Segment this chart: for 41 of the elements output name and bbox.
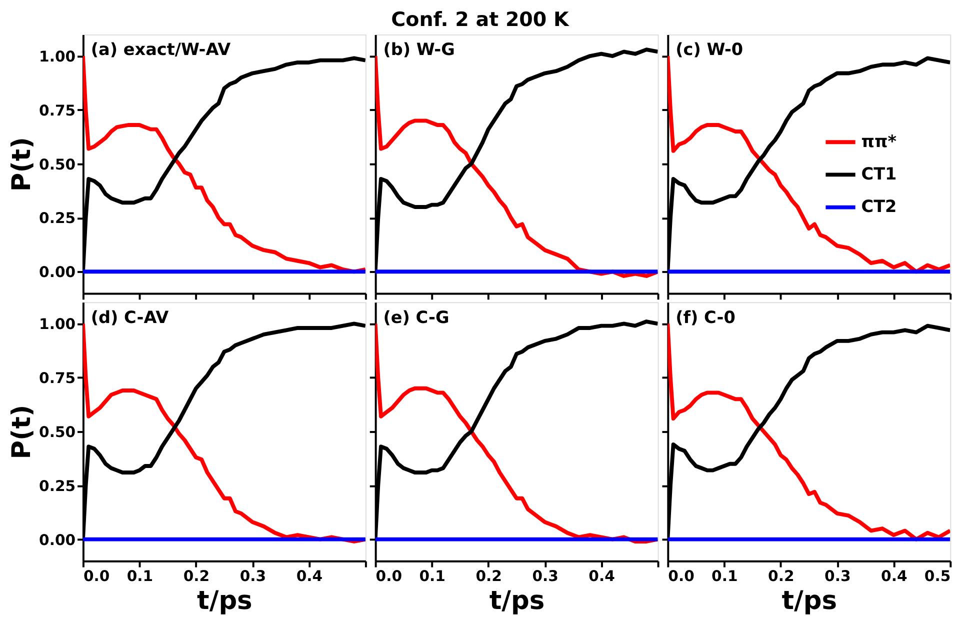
legend-label: CT1 [861, 164, 897, 184]
y-tick-label: 0.25 [39, 478, 76, 495]
chart-title: Conf. 2 at 200 K [391, 8, 570, 32]
y-tick-label: 0.25 [39, 210, 76, 228]
legend-label: ππ* [861, 131, 897, 152]
x-tick-label: 0.5 [924, 568, 951, 586]
y-axis-title: P(t) [7, 137, 38, 192]
x-axis-title: t/ps [782, 586, 838, 616]
y-tick-label: 1.00 [39, 48, 76, 66]
annotation: (e) C-G [383, 306, 450, 327]
x-tick-label: 0.4 [881, 568, 908, 586]
x-tick-label: 0.1 [712, 568, 738, 586]
y-tick-label: 0.00 [39, 532, 76, 549]
y-tick-label: 0.50 [39, 156, 76, 174]
x-tick-label: 0.3 [824, 568, 851, 586]
x-tick-label: 0.1 [419, 568, 446, 586]
y-tick-label: 1.00 [39, 316, 76, 334]
x-tick-label: 0.0 [83, 568, 110, 586]
y-tick-label: 0.75 [39, 370, 76, 388]
x-tick-label: 0.1 [126, 568, 154, 586]
x-tick-label: 0.3 [532, 568, 558, 586]
y-tick-label: 0.75 [39, 102, 76, 120]
y-axis-title: P(t) [7, 404, 38, 460]
annotation: (a) exact/W-AV [90, 39, 231, 60]
legend-label: CT2 [861, 196, 897, 216]
x-axis-title: t/ps [197, 586, 252, 616]
x-tick-label: 0.3 [240, 568, 266, 586]
x-axis-title: t/ps [489, 586, 545, 616]
annotation: (d) C-AV [90, 306, 169, 327]
x-tick-label: 0.2 [768, 568, 794, 586]
x-tick-label: 0.2 [476, 568, 502, 586]
x-tick-label: 0.0 [376, 568, 402, 586]
x-tick-label: 0.2 [183, 568, 210, 586]
x-tick-label: 0.4 [296, 568, 323, 586]
y-tick-label: 0.50 [39, 424, 76, 441]
y-tick-label: 0.00 [39, 264, 76, 282]
annotation: (f) C-0 [676, 306, 736, 327]
annotation: (c) W-0 [676, 39, 744, 60]
annotation: (b) W-G [383, 39, 455, 60]
x-tick-label: 0.0 [668, 568, 694, 586]
x-tick-label: 0.4 [588, 568, 615, 586]
